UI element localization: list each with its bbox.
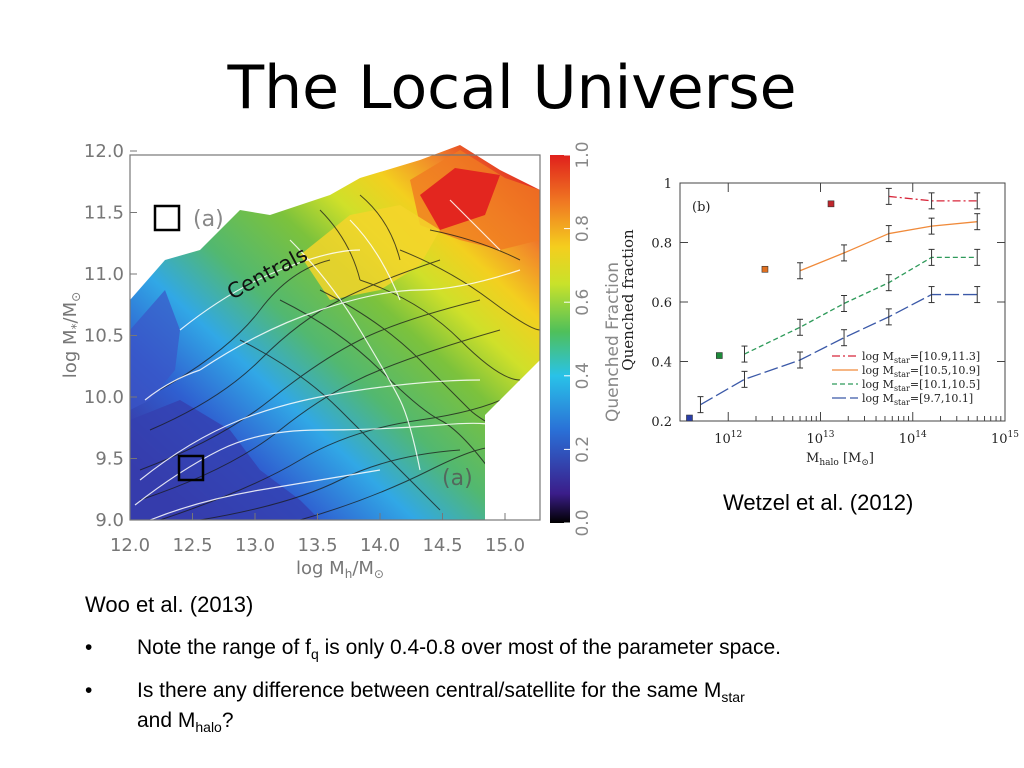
heatmap-panel-label: (a) xyxy=(193,207,224,232)
wetzel-caption: Wetzel et al. (2012) xyxy=(723,490,914,515)
colorbar xyxy=(550,155,570,523)
wetzel-error-bar xyxy=(797,262,804,280)
wetzel-error-bar xyxy=(974,192,981,210)
wetzel-error-bar xyxy=(885,274,892,292)
colorbar-tick-label: 0.4 xyxy=(573,362,593,389)
wetzel-error-bar xyxy=(841,294,848,312)
wetzel-central-point xyxy=(686,414,693,422)
colorbar-ticks: 0.0 0.2 0.4 0.6 0.8 1.0 xyxy=(564,141,593,537)
heatmap-x-tick-label: 14.5 xyxy=(422,535,462,556)
wetzel-error-bar xyxy=(697,396,704,414)
heatmap-y-tick-label: 9.5 xyxy=(95,449,124,470)
wetzel-error-bar xyxy=(741,370,748,388)
wetzel-xlabel: Mhalo [M⊙] xyxy=(806,451,874,468)
heatmap-y-tick-label: 11.5 xyxy=(84,203,124,224)
wetzel-x-tick-label: 1014 xyxy=(899,430,927,447)
heatmap-y-tick-label: 12.0 xyxy=(84,141,124,162)
wetzel-error-bar xyxy=(841,329,848,347)
wetzel-error-bar xyxy=(928,217,935,235)
wetzel-error-bar xyxy=(974,286,981,304)
bullet-text-2: Is there any difference between central/… xyxy=(137,679,745,735)
wetzel-series-line xyxy=(744,256,978,355)
wetzel-error-bar xyxy=(974,248,981,266)
wetzel-error-bar xyxy=(797,318,804,336)
wetzel-y-tick-label: 0.4 xyxy=(651,356,672,371)
heatmap-x-tick-label: 12.0 xyxy=(110,535,150,556)
wetzel-ticks: 0.2 0.4 0.6 0.8 1 1012 1013 1014 1015 xyxy=(651,177,1019,447)
wetzel-error-bar xyxy=(797,351,804,369)
wetzel-error-bar xyxy=(741,345,748,363)
wetzel-x-tick-label: 1012 xyxy=(714,430,742,447)
woo-caption: Woo et al. (2013) xyxy=(85,592,254,617)
bullet-marker-2: • xyxy=(85,679,93,702)
heatmap-xlabel: log Mh/M⊙ xyxy=(296,558,384,581)
heatmap-x-tick-label: 13.0 xyxy=(235,535,275,556)
slide-title: The Local Universe xyxy=(227,53,797,123)
wetzel-error-bar xyxy=(885,225,892,243)
heatmap-x-tick-label: 13.5 xyxy=(297,535,337,556)
data-square-marker xyxy=(177,454,205,482)
wetzel-error-bar xyxy=(928,192,935,210)
colorbar-tick-label: 0.8 xyxy=(573,215,593,242)
wetzel-series-line xyxy=(888,195,978,202)
wetzel-error-bar xyxy=(974,213,981,231)
colorbar-tick-label: 1.0 xyxy=(573,141,593,168)
heatmap-x-tick-label: 12.5 xyxy=(172,535,212,556)
heatmap-y-tick-label: 10.0 xyxy=(84,387,124,408)
wetzel-x-tick-label: 1013 xyxy=(806,430,834,447)
heatmap-y-tick-label: 10.5 xyxy=(84,326,124,347)
heatmap-panel-label-lower: (a) xyxy=(442,466,473,491)
wetzel-legend-label: log Mstar=[10.5,10.9] xyxy=(862,364,980,379)
wetzel-error-bar xyxy=(885,187,892,205)
wetzel-error-bar xyxy=(928,248,935,266)
heatmap-x-tick-label: 15.0 xyxy=(485,535,525,556)
wetzel-central-point xyxy=(827,200,835,208)
wetzel-y-tick-label: 0.8 xyxy=(651,237,672,252)
wetzel-y-tick-label: 0.6 xyxy=(651,296,672,311)
wetzel-error-bar xyxy=(885,308,892,326)
heatmap-x-ticks: 12.0 12.5 13.0 13.5 14.0 14.5 15.0 xyxy=(110,513,525,556)
wetzel-ylabel: Quenched fraction xyxy=(619,229,637,371)
colorbar-tick-label: 0.2 xyxy=(573,436,593,463)
wetzel-error-bar xyxy=(841,244,848,262)
wetzel-legend-label: log Mstar=[9.7,10.1] xyxy=(862,392,973,407)
wetzel-series xyxy=(686,187,981,422)
wetzel-x-tick-label: 1015 xyxy=(991,430,1019,447)
wetzel-panel-label: (b) xyxy=(692,200,710,215)
colorbar-label: Quenched Fraction xyxy=(603,262,623,422)
legend-square-marker xyxy=(153,204,181,232)
colorbar-tick-label: 0.0 xyxy=(573,509,593,536)
wetzel-y-tick-label: 1 xyxy=(664,177,672,192)
heatmap-ylabel: log M*/M⊙ xyxy=(60,292,83,378)
wetzel-error-bar xyxy=(928,286,935,304)
colorbar-tick-label: 0.6 xyxy=(573,289,593,316)
heatmap-x-tick-label: 14.0 xyxy=(360,535,400,556)
wetzel-legend: log Mstar=[10.9,11.3]log Mstar=[10.5,10.… xyxy=(832,350,980,407)
bullet-marker-1: • xyxy=(85,636,93,659)
heatmap-y-tick-label: 9.0 xyxy=(95,510,124,531)
heatmap-y-ticks: 9.0 9.5 10.0 10.5 11.0 11.5 12.0 xyxy=(84,141,137,531)
wetzel-legend-label: log Mstar=[10.9,11.3] xyxy=(862,350,980,365)
wetzel-legend-label: log Mstar=[10.1,10.5] xyxy=(862,378,980,393)
wetzel-central-point xyxy=(715,352,723,359)
heatmap-y-tick-label: 11.0 xyxy=(84,264,124,285)
wetzel-central-point xyxy=(761,265,769,273)
bullet-text-1: Note the range of fq is only 0.4-0.8 ove… xyxy=(137,636,781,662)
wetzel-y-tick-label: 0.2 xyxy=(651,415,672,430)
